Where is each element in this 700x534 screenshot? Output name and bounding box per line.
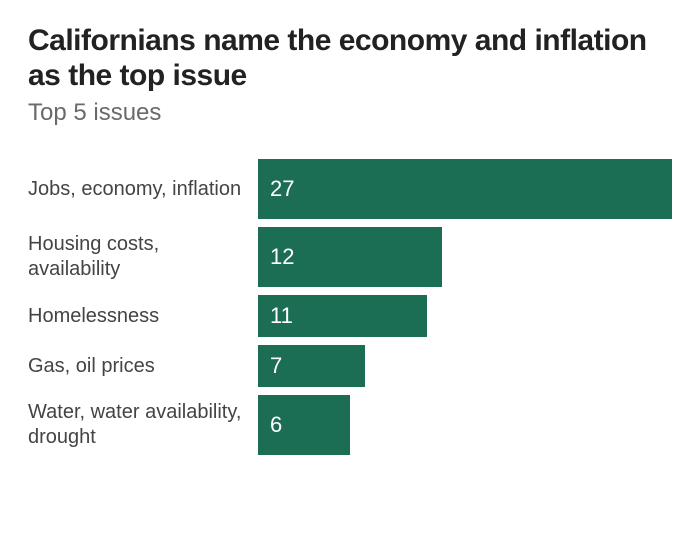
chart-subtitle: Top 5 issues	[28, 99, 672, 127]
bar-row: Gas, oil prices 7	[28, 345, 672, 387]
chart-title: Californians name the economy and inflat…	[28, 24, 672, 93]
bar-value: 12	[270, 244, 294, 270]
bar-value: 7	[270, 353, 282, 379]
bar-row: Housing costs, availability 12	[28, 227, 672, 287]
bar-value: 6	[270, 412, 282, 438]
bar-label: Homelessness	[28, 304, 258, 329]
bar-label: Housing costs, availability	[28, 232, 258, 282]
bar-chart: Jobs, economy, inflation 27 Housing costs,…	[28, 159, 672, 455]
bar: 27	[258, 159, 672, 219]
bar: 7	[258, 345, 365, 387]
bar: 12	[258, 227, 442, 287]
bar-track: 27	[258, 159, 672, 219]
bar: 11	[258, 295, 427, 337]
bar-label: Jobs, economy, inflation	[28, 177, 258, 202]
bar-row: Water, water availability, drought 6	[28, 395, 672, 455]
bar-row: Homelessness 11	[28, 295, 672, 337]
bar-label: Water, water availability, drought	[28, 400, 258, 450]
bar-label: Gas, oil prices	[28, 354, 258, 379]
bar-track: 11	[258, 295, 672, 337]
bar-value: 27	[270, 176, 294, 202]
chart-container: Californians name the economy and inflat…	[0, 0, 700, 455]
bar-value: 11	[270, 303, 293, 329]
bar-row: Jobs, economy, inflation 27	[28, 159, 672, 219]
bar-track: 12	[258, 227, 672, 287]
bar-track: 7	[258, 345, 672, 387]
bar-track: 6	[258, 395, 672, 455]
bar: 6	[258, 395, 350, 455]
